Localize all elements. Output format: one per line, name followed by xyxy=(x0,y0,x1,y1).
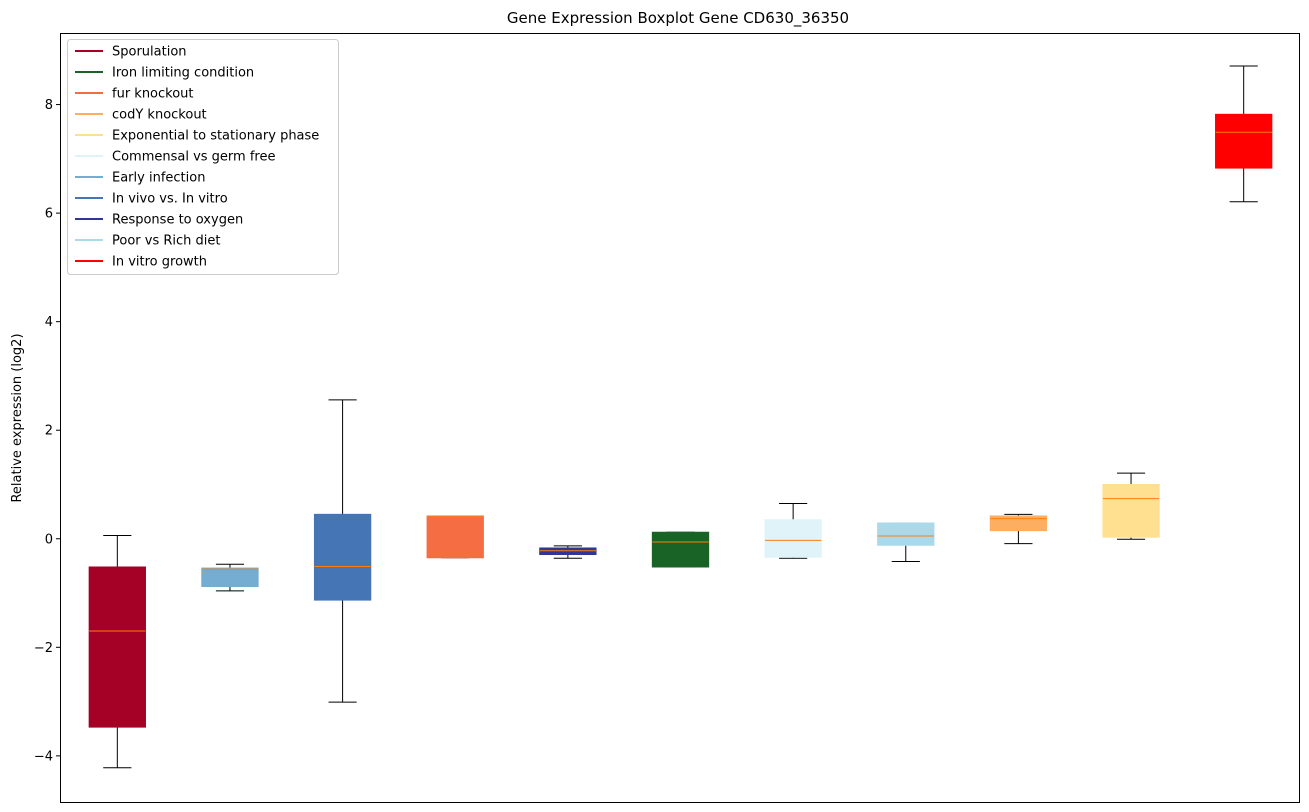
legend-label: Exponential to stationary phase xyxy=(112,129,319,144)
box-body xyxy=(877,522,935,546)
box-poor-vs-rich-diet xyxy=(877,522,935,563)
box-response-to-oxygen xyxy=(539,545,597,559)
box-sporulation xyxy=(88,535,146,769)
box-body xyxy=(88,566,146,728)
y-tick-label: 0 xyxy=(45,532,53,547)
box-body xyxy=(313,513,372,601)
legend-label: Early infection xyxy=(112,171,205,186)
box-commensal-vs-germ-free xyxy=(764,502,822,559)
legend-label: Iron limiting condition xyxy=(112,66,254,81)
boxes-group xyxy=(88,65,1273,769)
y-tick-label: 2 xyxy=(45,424,53,439)
box-body xyxy=(989,515,1048,532)
legend-label: Sporulation xyxy=(112,45,187,60)
box-cody-knockout xyxy=(989,513,1048,545)
chart-title: Gene Expression Boxplot Gene CD630_36350 xyxy=(507,9,849,28)
box-fur-knockout xyxy=(426,515,484,559)
legend-label: Poor vs Rich diet xyxy=(112,234,220,249)
box-in-vitro-growth xyxy=(1215,65,1273,203)
legend: Sporulation Iron limiting condition fur kn… xyxy=(67,39,339,275)
y-tick-label: 4 xyxy=(45,315,53,330)
y-tick-label: −2 xyxy=(34,641,53,656)
y-tick-label: 6 xyxy=(45,207,53,222)
y-tick-label: −4 xyxy=(34,749,53,764)
legend-label: fur knockout xyxy=(112,87,194,102)
box-body xyxy=(764,519,822,558)
box-iron-limiting-condition xyxy=(651,531,710,568)
legend-frame xyxy=(67,39,339,275)
legend-label: In vivo vs. In vitro xyxy=(112,192,228,207)
y-tick-label: 8 xyxy=(45,98,53,113)
box-body xyxy=(201,567,259,588)
box-body xyxy=(426,515,484,559)
plot-frame xyxy=(60,33,1300,803)
y-axis: −4 −2 0 2 4 6 8 xyxy=(34,98,61,764)
legend-label: Response to oxygen xyxy=(112,213,243,228)
box-early-infection xyxy=(201,563,259,592)
box-body xyxy=(1102,483,1160,538)
legend-label: Commensal vs germ free xyxy=(112,150,275,165)
box-in-vivo-vs-in-vitro xyxy=(313,399,372,703)
box-body xyxy=(539,547,597,556)
box-body xyxy=(1215,113,1273,169)
box-exponential-to-stationary-phase xyxy=(1102,472,1160,540)
legend-label: codY knockout xyxy=(112,108,207,123)
legend-label: In vitro growth xyxy=(112,255,207,270)
box-body xyxy=(651,531,710,568)
y-axis-label: Relative expression (log2) xyxy=(10,333,25,502)
